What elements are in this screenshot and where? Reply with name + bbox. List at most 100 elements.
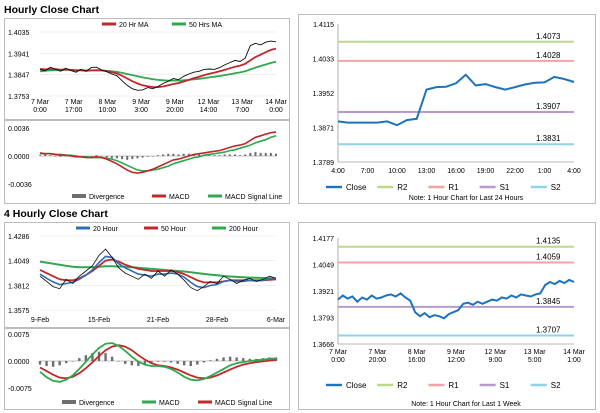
four-hourly-week-x-tick-line: 9:00	[489, 357, 503, 364]
hourly-price-x-tick: 14 Mar 0:00	[265, 99, 287, 114]
hourly-macd-legend-label: MACD	[169, 194, 190, 201]
hourly-price-x-tick-line: 17:00	[65, 107, 83, 114]
four-hourly-week-note: Note: 1 Hour Chart for Last 1 Week	[411, 401, 521, 408]
hourly-macd-divergence-bar	[131, 156, 134, 160]
hourly-24h-close-line	[337, 73, 575, 127]
four-hourly-week-x-tick: 7 Mar 20:00	[368, 349, 387, 364]
hourly-price-x-tick: 13 Mar 7:00	[231, 99, 253, 114]
hourly-macd-divergence-bar	[249, 152, 252, 156]
hourly-24h-x-tick: 19:00	[477, 168, 495, 175]
four-hourly-macd-divergence-bar	[209, 360, 212, 361]
four-hourly-price-y-tick: 1.4049	[8, 259, 30, 266]
hourly-price-y-tick: 1.3847	[8, 73, 30, 80]
four-hourly-week-x-tick-line: 13 Mar	[524, 349, 546, 356]
four-hourly-week-x-tick-line: 1:00	[567, 357, 581, 364]
hourly-macd-line	[39, 131, 277, 174]
four-hourly-week-r1-level-label: 1.4059	[536, 252, 561, 261]
hourly-24h-y-tick: 1.4115	[313, 22, 334, 29]
hourly-24h-x-tick-line: 4:00	[331, 168, 345, 175]
four-hourly-week-x-tick-line: 8 Mar	[408, 349, 427, 356]
hourly-macd-divergence-bar	[259, 152, 262, 156]
four-hourly-price-x-tick-line: 9-Feb	[31, 317, 49, 324]
hourly-macd-divergence-bar	[44, 154, 47, 156]
four-hourly-macd-divergence-bar	[169, 361, 173, 363]
hourly-24h-x-tick-line: 13:00	[418, 168, 436, 175]
hourly-macd-divergence-bar	[49, 155, 52, 156]
hourly-price-x-tick: 8 Mar 10:00	[98, 99, 117, 114]
hourly-24h-x-tick-line: 7:00	[361, 168, 375, 175]
hourly-macd-divergence-bar	[233, 154, 236, 156]
four-hourly-macd-divergence-bar	[222, 357, 225, 361]
hourly-24h-legend-label: R2	[397, 183, 408, 192]
hourly-macd-y-tick: 0.0000	[8, 154, 30, 161]
four-hourly-price-x-tick: 9-Feb	[31, 317, 49, 324]
hourly-macd-divergence-bar	[254, 152, 257, 156]
four-hourly-macd-divergence-bar	[196, 361, 199, 365]
hourly-price-chart: 1.3753 1.3847 1.3941 1.4035 20 Hr MA 50 Hrs M…	[4, 18, 290, 120]
hourly-price-x-tick-line: 9 Mar	[132, 99, 151, 106]
four-hourly-week-x-tick-line: 5:00	[528, 357, 542, 364]
four-hourly-week-x-tick-line: 7 Mar	[368, 349, 387, 356]
hourly-macd-frame	[4, 120, 290, 204]
four-hourly-week-close-line	[337, 278, 575, 320]
four-hourly-price-chart: 1.3575 1.3812 1.4049 1.4286 20 Hour 50 Hour 20…	[4, 222, 290, 328]
four-hourly-week-x-tick: 7 Mar 0:00	[329, 349, 348, 364]
hourly-macd-divergence-bar	[95, 155, 98, 156]
hourly-price-legend-label: 20 Hr MA	[119, 22, 149, 29]
hourly-24h-r2-level-label: 1.4073	[536, 32, 561, 41]
hourly-24h-y-tick: 1.3871	[313, 125, 335, 132]
four-hourly-price-x-tick-line: 6-Mar	[267, 317, 286, 324]
hourly-24h-x-tick-line: 16:00	[447, 168, 465, 175]
four-hourly-macd-divergence-bar	[235, 357, 238, 361]
hourly-price-x-tick-line: 12 Mar	[198, 99, 220, 106]
four-hourly-week-r2-level-label: 1.4135	[536, 237, 561, 246]
four-hourly-week-x-tick-line: 7 Mar	[329, 349, 348, 356]
four-hourly-macd-divergence-bar	[104, 353, 107, 361]
four-hourly-week-y-tick: 1.3921	[313, 289, 335, 296]
four-hourly-price-ma20-line	[39, 255, 277, 289]
four-hourly-macd-divergence-bar	[78, 358, 81, 361]
hourly-macd-divergence-bar	[121, 156, 124, 160]
hourly-price-x-tick-line: 13 Mar	[231, 99, 253, 106]
hourly-24h-s2-level-label: 1.3831	[536, 134, 561, 143]
hourly-macd-divergence-bar	[54, 156, 57, 157]
four-hourly-price-x-tick: 15-Feb	[88, 317, 110, 324]
hourly-price-x-tick-line: 9 Mar	[166, 99, 185, 106]
four-hourly-week-x-tick-line: 0:00	[331, 357, 345, 364]
hourly-24h-y-tick: 1.4033	[313, 57, 335, 64]
four-hourly-macd-frame	[4, 328, 290, 410]
hourly-macd-divergence-bar	[162, 154, 165, 156]
four-hourly-macd-divergence-bar	[38, 361, 42, 365]
hourly-price-frame	[4, 18, 290, 120]
hourly-price-close-line	[39, 40, 277, 91]
hourly-macd-divergence-bar	[244, 154, 247, 156]
hourly-macd-divergence-bar	[39, 155, 41, 156]
four-hourly-week-legend-label: R1	[448, 381, 459, 390]
four-hourly-macd-divergence-bar	[58, 361, 61, 366]
hourly-macd-divergence-bar	[223, 154, 226, 156]
four-hourly-week-legend-label: R2	[397, 381, 408, 390]
hourly-macd-divergence-bar	[182, 153, 185, 156]
hourly-24h-frame	[298, 14, 596, 204]
four-hourly-week-x-tick-line: 16:00	[408, 357, 426, 364]
hourly-24h-note: Note: 1 Hour Chart for Last 24 Hours	[409, 195, 524, 202]
four-hourly-week-y-tick: 1.3666	[313, 342, 335, 349]
four-hourly-week-x-tick-line: 20:00	[369, 357, 387, 364]
four-hourly-price-legend-label: 200 Hour	[229, 226, 258, 233]
four-hourly-week-x-tick-line: 12 Mar	[484, 349, 506, 356]
hourly-price-x-tick-line: 14 Mar	[265, 99, 287, 106]
hourly-24h-y-tick: 1.3789	[313, 160, 335, 167]
four-hourly-macd-divergence-bar	[110, 356, 114, 361]
four-hourly-week-frame	[298, 222, 596, 410]
hourly-macd-divergence-bar	[269, 152, 272, 156]
hourly-macd-divergence-bar	[141, 156, 144, 158]
hourly-macd-divergence-bar	[90, 156, 93, 157]
four-hourly-macd-legend-swatch	[62, 400, 76, 404]
four-hourly-macd-divergence-bar	[65, 361, 68, 364]
hourly-24h-legend-label: R1	[448, 183, 459, 192]
hourly-price-x-tick-line: 20:00	[166, 107, 184, 114]
four-hourly-macd-chart: -0.0075 0.0000 0.0075 Divergence MACD MACD Si…	[4, 328, 290, 410]
hourly-price-x-tick-line: 8 Mar	[98, 99, 117, 106]
hourly-macd-divergence-bar	[110, 156, 113, 159]
hourly-macd-divergence-bar	[198, 154, 201, 156]
